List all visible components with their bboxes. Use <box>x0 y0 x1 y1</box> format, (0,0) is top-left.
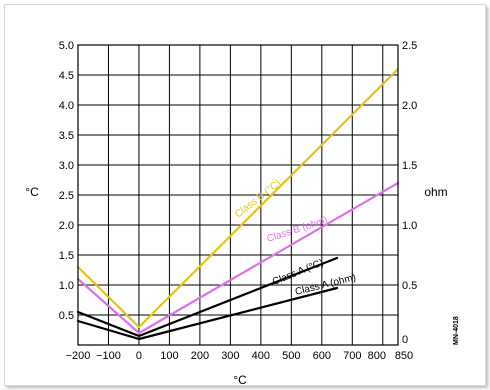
y-left-tick-label: 1.0 <box>59 280 74 292</box>
x-tick-label: 300 <box>221 350 239 362</box>
x-tick-label: 850 <box>395 350 413 362</box>
x-tick-label: 0 <box>136 350 142 362</box>
series-layer <box>76 67 400 341</box>
y-right-tick-label: 1.5 <box>402 160 417 172</box>
y-axis-right-label: ohm <box>424 185 447 199</box>
x-tick-label: 800 <box>368 350 386 362</box>
y-right-tick-label: 0.5 <box>402 280 417 292</box>
y-left-tick-label: 0.5 <box>59 310 74 322</box>
figure-code-label: MN-4018 <box>453 316 460 345</box>
x-tick-label: 200 <box>191 350 209 362</box>
plot-border <box>77 44 399 346</box>
x-tick-label: −100 <box>96 350 121 362</box>
y-right-tick-label: 1.0 <box>402 220 417 232</box>
grid <box>77 44 399 345</box>
y-left-tick-label: 4.5 <box>59 70 74 82</box>
series-class-b-celsius <box>76 67 400 329</box>
y-right-tick-label: 2.5 <box>402 40 417 52</box>
series-class-b-ohm <box>76 181 400 335</box>
series-class-a-ohm <box>76 286 339 341</box>
x-tick-label: −200 <box>66 350 91 362</box>
y-right-tick-label: 0 <box>402 334 408 346</box>
y-right-tick-label: 2.0 <box>402 100 417 112</box>
x-tick-label: 500 <box>282 350 300 362</box>
series-class-a-celsius <box>76 256 339 338</box>
y-left-tick-label: 1.5 <box>59 250 74 262</box>
y-left-tick-label: 2.0 <box>59 220 74 232</box>
y-left-tick-label: 5.0 <box>59 40 74 52</box>
axes-layer: −200 −100 0 100 200 300 400 500 600 700 800 850 0.5 1… <box>59 40 418 362</box>
y-left-tick-label: 2.5 <box>59 190 74 202</box>
y-left-tick-label: 4.0 <box>59 100 74 112</box>
y-left-tick-label: 3.5 <box>59 130 74 142</box>
x-axis-label: °C <box>233 373 247 387</box>
x-tick-label: 400 <box>252 350 270 362</box>
x-tick-label: 600 <box>313 350 331 362</box>
y-left-tick-label: 3.0 <box>59 160 74 172</box>
x-tick-label: 100 <box>160 350 178 362</box>
label-class-b-celsius: Class B (°C) <box>233 178 283 221</box>
y-axis-left-label: °C <box>25 185 39 199</box>
x-tick-label: 700 <box>343 350 361 362</box>
